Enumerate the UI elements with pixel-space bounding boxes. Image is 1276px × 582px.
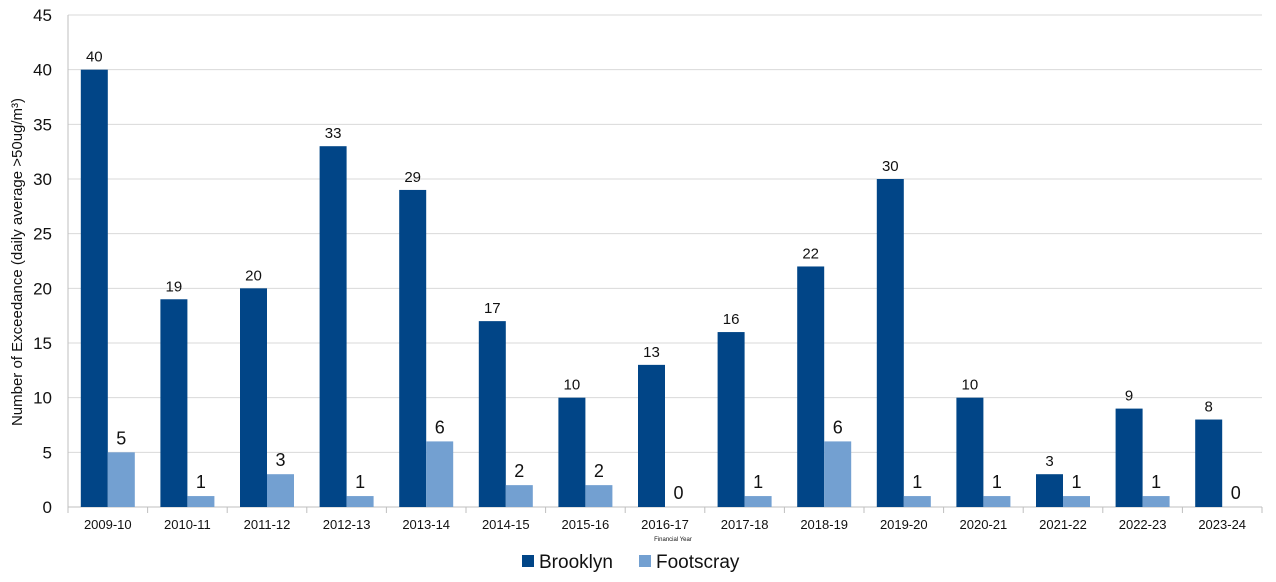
y-tick-label: 5 xyxy=(43,443,52,462)
data-label-brooklyn: 22 xyxy=(802,245,819,262)
y-axis-ticks: 0 5 10 15 20 25 30 35 40 45 xyxy=(33,6,52,517)
data-label-footscray: 2 xyxy=(514,461,524,481)
data-label-footscray: 0 xyxy=(1231,483,1241,503)
y-tick-label: 15 xyxy=(33,334,52,353)
bar-brooklyn xyxy=(638,364,665,507)
bar-footscray xyxy=(585,485,613,507)
bar-footscray xyxy=(107,452,135,507)
x-tick-label: 2011-12 xyxy=(244,517,291,532)
bar-brooklyn xyxy=(1195,419,1223,507)
bar-brooklyn xyxy=(876,179,904,507)
x-tick-label: 2021-22 xyxy=(1039,517,1087,532)
data-label-brooklyn: 30 xyxy=(882,158,899,175)
bar-brooklyn xyxy=(80,69,108,508)
data-label-brooklyn: 8 xyxy=(1205,399,1213,416)
x-axis-ticks: 2009-10 2010-11 2011-12 2012-13 2013-14 2014-… xyxy=(67,507,1263,532)
y-tick-label: 40 xyxy=(33,61,52,80)
x-tick-label: 2009-10 xyxy=(84,517,132,532)
data-label-brooklyn: 17 xyxy=(484,300,501,317)
x-tick-label: 2012-13 xyxy=(323,517,371,532)
bar-brooklyn xyxy=(956,397,984,507)
y-tick-label: 30 xyxy=(33,170,52,189)
y-tick-label: 25 xyxy=(33,225,52,244)
bar-brooklyn xyxy=(1115,408,1143,507)
legend-swatch-brooklyn xyxy=(522,555,534,567)
data-label-brooklyn: 13 xyxy=(643,344,660,361)
y-tick-label: 10 xyxy=(33,389,52,408)
data-label-brooklyn: 9 xyxy=(1125,388,1133,405)
bar-footscray xyxy=(505,485,533,507)
bar-footscray xyxy=(1063,496,1090,507)
x-tick-label: 2010-11 xyxy=(164,517,211,532)
data-label-footscray: 6 xyxy=(435,417,445,437)
bar-footscray xyxy=(1142,496,1170,507)
y-tick-label: 20 xyxy=(33,279,52,298)
bar-brooklyn xyxy=(797,266,825,507)
bar-footscray xyxy=(346,496,374,507)
bar-brooklyn xyxy=(240,288,267,507)
bar-brooklyn xyxy=(717,332,745,507)
y-axis-title: Number of Exceedance (daily average >50u… xyxy=(9,98,26,426)
bar-footscray xyxy=(744,496,772,507)
data-label-footscray: 1 xyxy=(196,472,206,492)
x-tick-label: 2017-18 xyxy=(721,517,769,532)
data-label-brooklyn: 10 xyxy=(564,377,581,394)
y-tick-label: 0 xyxy=(43,498,52,517)
data-label-brooklyn: 19 xyxy=(166,278,183,295)
y-tick-label: 35 xyxy=(33,115,52,134)
bar-brooklyn xyxy=(558,397,586,507)
data-label-footscray: 6 xyxy=(833,417,843,437)
y-tick-label: 45 xyxy=(33,6,52,25)
data-label-footscray: 1 xyxy=(753,472,763,492)
data-label-footscray: 3 xyxy=(275,450,285,470)
data-label-footscray: 0 xyxy=(673,483,683,503)
x-tick-label: 2014-15 xyxy=(482,517,530,532)
bar-brooklyn xyxy=(160,299,188,507)
data-label-brooklyn: 40 xyxy=(86,49,103,66)
bar-brooklyn xyxy=(399,189,427,507)
data-label-brooklyn: 20 xyxy=(245,267,262,284)
data-label-brooklyn: 10 xyxy=(962,377,979,394)
legend-label-footscray: Footscray xyxy=(656,552,740,573)
legend-swatch-footscray xyxy=(639,555,651,567)
bar-footscray xyxy=(903,496,931,507)
x-tick-label: 2023-24 xyxy=(1198,517,1246,532)
bar-footscray xyxy=(824,441,852,507)
x-axis-title: Financial Year xyxy=(654,537,692,543)
data-label-footscray: 1 xyxy=(355,472,365,492)
x-tick-label: 2013-14 xyxy=(402,517,450,532)
legend: Brooklyn Footscray xyxy=(522,552,740,573)
data-label-footscray: 5 xyxy=(116,428,126,448)
x-tick-label: 2022-23 xyxy=(1119,517,1167,532)
data-label-brooklyn: 16 xyxy=(723,311,740,328)
data-label-footscray: 1 xyxy=(1151,472,1161,492)
data-label-brooklyn: 33 xyxy=(325,125,342,142)
data-label-footscray: 2 xyxy=(594,461,604,481)
data-label-footscray: 1 xyxy=(992,472,1002,492)
bar-brooklyn xyxy=(1036,474,1063,507)
bar-footscray xyxy=(983,496,1011,507)
data-label-brooklyn: 29 xyxy=(404,169,421,186)
data-label-footscray: 1 xyxy=(912,472,922,492)
x-tick-label: 2020-21 xyxy=(960,517,1008,532)
bars xyxy=(80,69,1223,508)
data-label-footscray: 1 xyxy=(1071,472,1081,492)
x-tick-label: 2019-20 xyxy=(880,517,928,532)
legend-label-brooklyn: Brooklyn xyxy=(539,552,613,573)
bar-footscray xyxy=(187,496,215,507)
x-tick-label: 2015-16 xyxy=(562,517,610,532)
bar-brooklyn xyxy=(319,146,347,507)
bar-footscray xyxy=(267,474,294,507)
bar-footscray xyxy=(426,441,454,507)
x-tick-label: 2016-17 xyxy=(641,517,689,532)
x-tick-label: 2018-19 xyxy=(800,517,848,532)
data-label-brooklyn: 3 xyxy=(1045,453,1053,470)
bar-brooklyn xyxy=(478,321,506,507)
